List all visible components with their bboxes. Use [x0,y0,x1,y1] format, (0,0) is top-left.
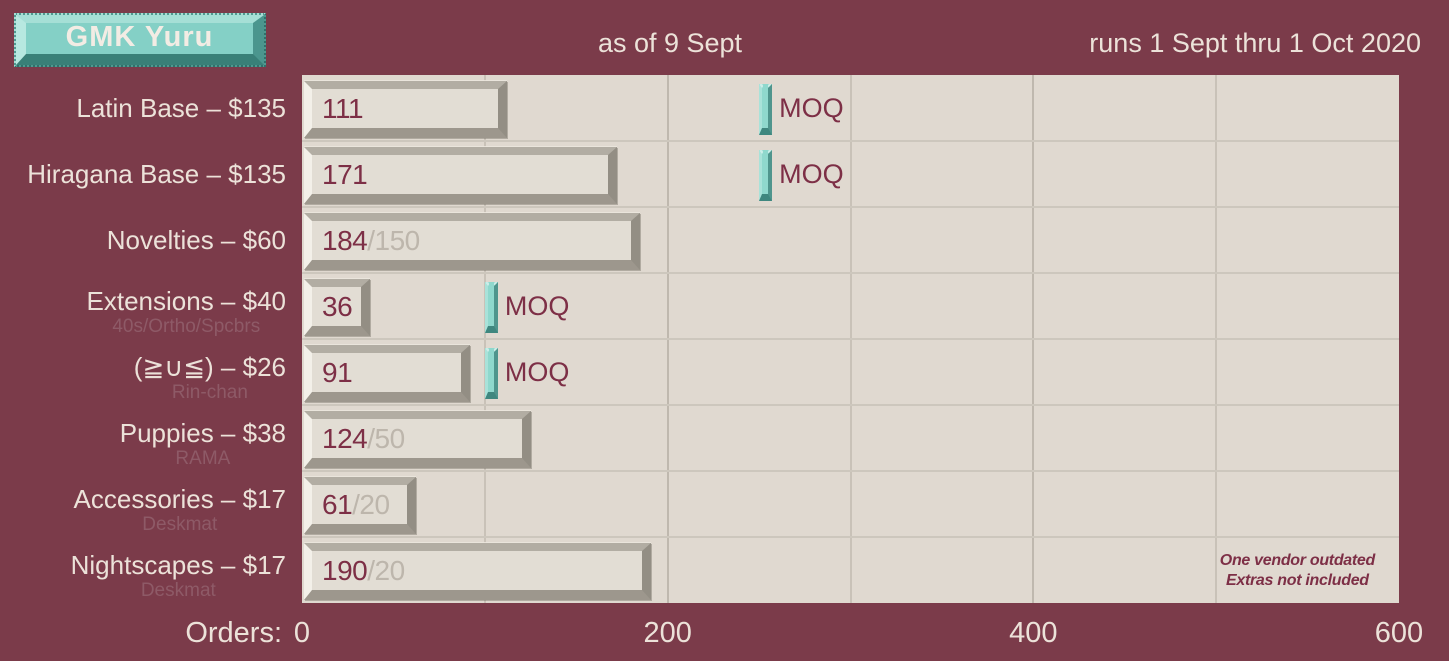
row-label: Novelties – $60 [106,225,286,255]
x-axis: Orders: 0 200 400 600 [0,603,1449,661]
row-separator [302,206,1399,208]
row-label: Accessories – $17 [73,483,286,514]
row-separator [302,272,1399,274]
row-label-cell: Nightscapes – $17 Deskmat [0,537,302,603]
moq-marker [484,282,498,333]
row-label-cell: Extensions – $40 40s/Ortho/Spcbrs [0,273,302,339]
order-bar: 184/150 [304,213,640,270]
bar-value: 190/20 [322,554,405,586]
bar-cap-value: /20 [352,488,390,520]
row-label: Nightscapes – $17 [70,549,286,580]
row-separator [302,470,1399,472]
title-keycap: GMK Yuru [14,13,266,67]
plot-area: One vendor outdated Extras not included … [302,75,1399,603]
bar-cap-value: /150 [367,224,420,256]
chart-row: 184/150 [302,207,1399,273]
row-label: (≧∪≦) – $26 [133,351,286,382]
axis-tick: 0 [293,617,311,649]
moq-marker [759,84,773,135]
row-label-wrap: Nightscapes – $17 Deskmat [71,550,286,601]
moq-marker [484,348,498,399]
row-label-wrap: Extensions – $40 40s/Ortho/Spcbrs [87,286,286,337]
chart-row: MOQ 171 [302,141,1399,207]
bar-cap-value: /20 [367,554,405,586]
order-bar: 190/20 [304,543,651,600]
row-label-wrap: Accessories – $17 Deskmat [74,484,286,535]
row-label-cell: (≧∪≦) – $26 Rin-chan [0,339,302,405]
chart-row: 61/20 [302,471,1399,537]
row-label: Extensions – $40 [86,285,286,316]
as-of-text: as of 9 Sept [597,28,743,58]
row-label-cell: Puppies – $38 RAMA [0,405,302,471]
row-sublabel: 40s/Ortho/Spcbrs [112,315,261,337]
row-label: Hiragana Base – $135 [27,159,286,189]
order-bar: 124/50 [304,411,531,468]
row-label-cell: Latin Base – $135 [0,75,302,141]
orders-label: Orders: [185,617,282,649]
row-label-wrap: Novelties – $60 [107,225,286,255]
axis-tick: 200 [643,617,692,649]
moq-label: MOQ [779,92,844,123]
row-separator [302,536,1399,538]
row-label-cell: Novelties – $60 [0,207,302,273]
row-sublabel: Deskmat [142,513,218,535]
chart-row: MOQ 91 [302,339,1399,405]
row-label-cell: Accessories – $17 Deskmat [0,471,302,537]
order-bar: 36 [304,279,370,336]
chart-row: 124/50 [302,405,1399,471]
row-separator [302,338,1399,340]
bar-cap-value: /50 [367,422,405,454]
axis-tick: 600 [1374,617,1424,649]
chart-row: 190/20 [302,537,1399,603]
footnote-line-2: Extras not included [1226,572,1369,589]
moq-label: MOQ [779,158,844,189]
moq-label: MOQ [504,290,570,321]
row-label-cell: Hiragana Base – $135 [0,141,302,207]
chart-row: MOQ 111 [302,75,1399,141]
chart-row: MOQ 36 [302,273,1399,339]
footnote: One vendor outdated Extras not included [1219,551,1376,591]
page-title: GMK Yuru [65,21,214,53]
row-separator [302,404,1399,406]
row-label-wrap: Puppies – $38 RAMA [120,418,286,469]
bar-value: 124/50 [322,422,405,454]
row-label: Puppies – $38 [119,417,286,448]
row-label-wrap: (≧∪≦) – $26 Rin-chan [134,352,286,403]
axis-tick: 400 [1009,617,1058,649]
row-label-wrap: Hiragana Base – $135 [27,159,286,189]
row-label: Latin Base – $135 [76,93,286,123]
title-keycap-face: GMK Yuru [16,15,264,65]
order-bar: 91 [304,345,470,402]
moq-marker [759,150,773,201]
bar-value: 184/150 [322,224,420,256]
bar-value: 171 [322,158,368,190]
row-sublabel: Rin-chan [171,381,248,403]
row-sublabel: Deskmat [140,579,216,601]
bar-value: 91 [322,356,353,388]
run-dates-text: runs 1 Sept thru 1 Oct 2020 [1089,28,1421,58]
order-bar: 171 [304,147,617,204]
footnote-line-1: One vendor outdated [1219,552,1376,569]
row-label-wrap: Latin Base – $135 [76,93,286,123]
row-sublabel: RAMA [175,447,231,469]
order-bar: 111 [304,81,507,138]
row-labels: Latin Base – $135 Hiragana Base – $135 Nov… [0,75,302,603]
order-bar: 61/20 [304,477,416,534]
bar-value: 111 [322,92,364,124]
bar-value: 36 [322,290,353,322]
moq-label: MOQ [504,356,570,387]
bar-value: 61/20 [322,488,390,520]
row-separator [302,140,1399,142]
